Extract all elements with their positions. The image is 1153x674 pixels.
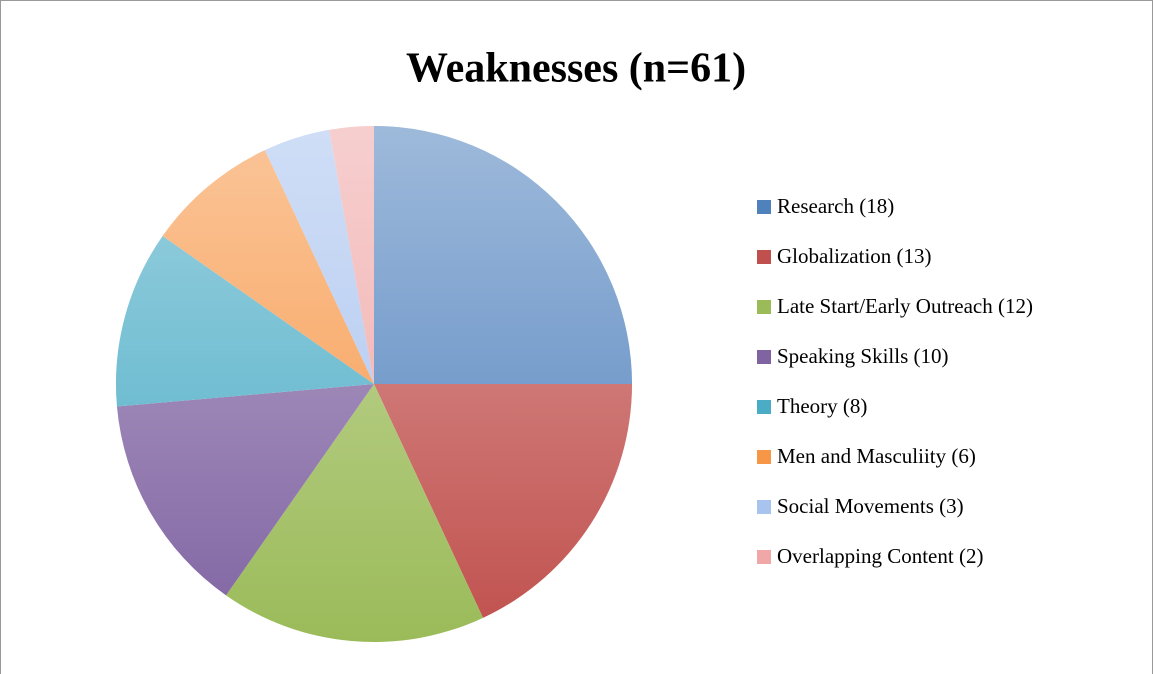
legend-label: Speaking Skills (10) [777,344,949,368]
legend-label: Research (18) [777,194,894,218]
legend-swatch [757,400,771,414]
legend-label: Late Start/Early Outreach (12) [777,294,1033,318]
legend-swatch [757,450,771,464]
legend-label: Theory (8) [777,394,867,418]
pie [116,126,632,642]
legend-swatch [757,500,771,514]
legend-swatch [757,550,771,564]
chart-title: Weaknesses (n=61) [406,46,746,92]
legend-swatch [757,250,771,264]
legend-label: Social Movements (3) [777,494,964,518]
legend-label: Globalization (13) [777,244,932,268]
legend: Research (18) Globalization (13) Late Star… [757,194,1033,568]
legend-swatch [757,200,771,214]
legend-label: Overlapping Content (2) [777,544,983,568]
legend-label: Men and Masculiity (6) [777,444,976,468]
legend-swatch [757,300,771,314]
shading [116,126,632,642]
legend-swatch [757,350,771,364]
